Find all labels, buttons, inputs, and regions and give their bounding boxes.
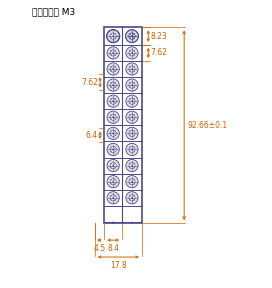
Circle shape xyxy=(110,82,116,88)
Circle shape xyxy=(110,130,116,137)
Circle shape xyxy=(107,30,120,43)
Circle shape xyxy=(129,33,135,39)
Circle shape xyxy=(129,162,135,169)
Circle shape xyxy=(110,195,116,201)
Circle shape xyxy=(129,66,135,72)
Circle shape xyxy=(126,192,138,204)
Circle shape xyxy=(126,111,138,124)
Circle shape xyxy=(107,176,119,188)
Circle shape xyxy=(107,111,119,124)
Circle shape xyxy=(107,79,119,91)
Text: 7.62: 7.62 xyxy=(81,78,98,87)
Circle shape xyxy=(113,222,114,223)
Circle shape xyxy=(110,179,116,185)
Circle shape xyxy=(129,130,135,137)
Bar xyxy=(104,27,142,223)
Circle shape xyxy=(129,50,135,56)
Circle shape xyxy=(107,127,119,139)
Circle shape xyxy=(110,146,116,153)
Circle shape xyxy=(129,179,135,185)
Text: 4.5: 4.5 xyxy=(94,244,106,253)
Circle shape xyxy=(107,160,119,172)
Circle shape xyxy=(110,98,116,104)
Circle shape xyxy=(126,143,138,156)
Circle shape xyxy=(129,98,135,104)
Circle shape xyxy=(126,30,138,42)
Circle shape xyxy=(126,47,138,59)
Text: 17.8: 17.8 xyxy=(110,261,127,270)
Circle shape xyxy=(129,146,135,153)
Circle shape xyxy=(129,82,135,88)
Circle shape xyxy=(107,47,119,59)
Circle shape xyxy=(126,95,138,107)
Text: 8.4: 8.4 xyxy=(107,244,119,253)
Circle shape xyxy=(126,127,138,139)
Circle shape xyxy=(107,95,119,107)
Text: 7.62: 7.62 xyxy=(150,48,167,57)
Circle shape xyxy=(110,33,116,39)
Circle shape xyxy=(126,63,138,75)
Circle shape xyxy=(110,114,116,120)
Circle shape xyxy=(125,30,139,43)
Circle shape xyxy=(110,66,116,72)
Text: 92.66±0.1: 92.66±0.1 xyxy=(187,121,227,130)
Text: 6.4: 6.4 xyxy=(86,131,98,140)
Circle shape xyxy=(126,160,138,172)
Circle shape xyxy=(129,195,135,201)
Circle shape xyxy=(110,162,116,169)
Circle shape xyxy=(129,114,135,120)
Circle shape xyxy=(107,63,119,75)
Circle shape xyxy=(131,222,132,223)
Circle shape xyxy=(110,50,116,56)
Circle shape xyxy=(126,176,138,188)
Circle shape xyxy=(126,79,138,91)
Text: 端子大小： M3: 端子大小： M3 xyxy=(32,8,76,17)
Circle shape xyxy=(107,143,119,156)
Circle shape xyxy=(129,33,135,39)
Text: 8.23: 8.23 xyxy=(150,32,167,41)
Circle shape xyxy=(107,192,119,204)
Circle shape xyxy=(107,30,119,42)
